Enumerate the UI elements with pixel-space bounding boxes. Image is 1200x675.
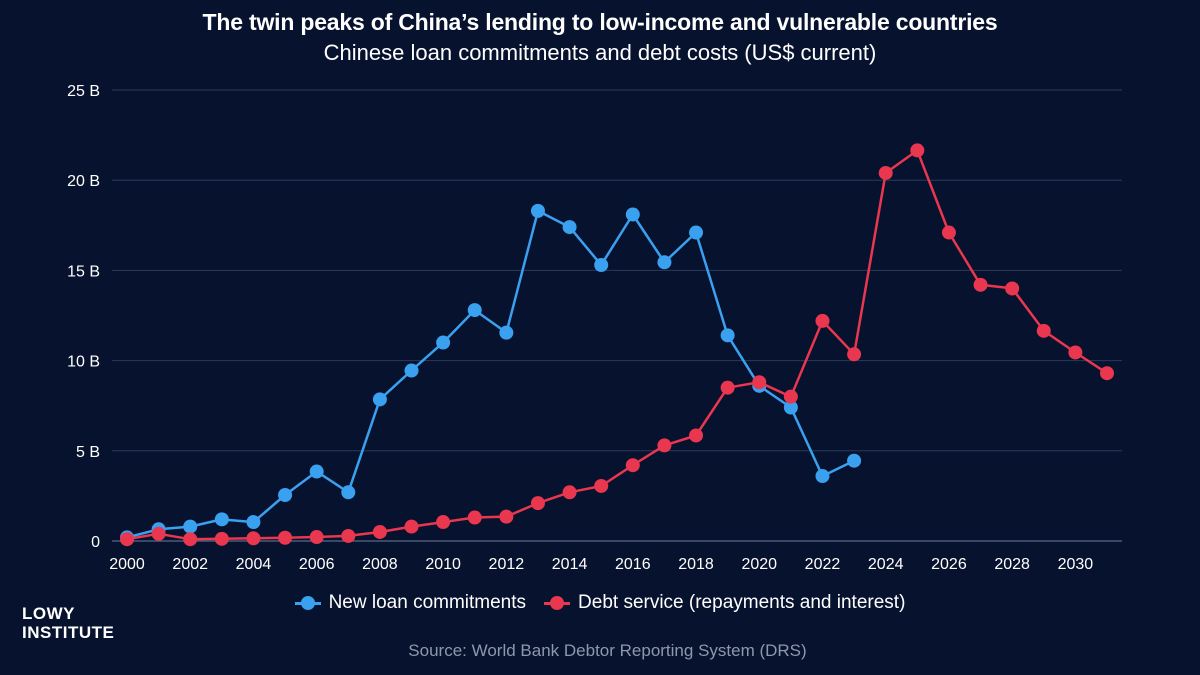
x-tick-label: 2026 — [931, 556, 967, 573]
x-tick-label: 2020 — [741, 556, 777, 573]
y-tick-label: 20 B — [67, 173, 100, 190]
data-point[interactable] — [878, 165, 893, 180]
x-tick-label: 2010 — [425, 556, 461, 573]
series-debt-service — [120, 143, 1114, 547]
data-point[interactable] — [530, 203, 545, 218]
data-point[interactable] — [657, 255, 672, 270]
data-point[interactable] — [1036, 323, 1051, 338]
data-point[interactable] — [120, 532, 134, 547]
x-tick-label: 2018 — [678, 556, 714, 573]
legend-label-debt-service: Debt service (repayments and interest) — [578, 592, 906, 613]
legend-swatch-new-loans — [294, 596, 321, 610]
y-tick-label: 0 — [91, 534, 100, 551]
data-point[interactable] — [278, 487, 293, 502]
grid-lines — [112, 89, 1122, 542]
series-line — [126, 209, 855, 539]
y-tick-label: 10 B — [67, 354, 100, 371]
data-point[interactable] — [372, 392, 387, 407]
data-point[interactable] — [341, 528, 356, 543]
data-point[interactable] — [404, 363, 419, 378]
data-point[interactable] — [689, 428, 704, 443]
data-point[interactable] — [973, 277, 988, 292]
x-tick-label: 2006 — [299, 556, 335, 573]
data-point[interactable] — [436, 515, 451, 530]
legend-item-debt-service[interactable]: Debt service (repayments and interest) — [544, 592, 905, 614]
data-point[interactable] — [847, 347, 862, 362]
data-point[interactable] — [783, 389, 798, 404]
data-point[interactable] — [594, 478, 609, 493]
data-point[interactable] — [372, 524, 387, 539]
x-tick-label: 2004 — [236, 556, 272, 573]
data-point[interactable] — [1005, 281, 1020, 296]
data-point[interactable] — [214, 531, 229, 546]
logo-line-1: LOWY — [22, 604, 75, 623]
series-new-loan-commitments — [120, 203, 862, 545]
x-tick-label: 2014 — [552, 556, 588, 573]
data-point[interactable] — [151, 526, 166, 541]
data-point[interactable] — [941, 225, 956, 240]
data-point[interactable] — [689, 225, 704, 240]
data-point[interactable] — [341, 485, 356, 500]
data-point[interactable] — [467, 510, 482, 525]
data-point[interactable] — [815, 313, 830, 328]
series-line — [126, 149, 1108, 541]
y-tick-label: 25 B — [67, 83, 100, 100]
data-point[interactable] — [404, 519, 419, 534]
data-point[interactable] — [815, 469, 830, 484]
data-point[interactable] — [625, 207, 640, 222]
data-point[interactable] — [910, 143, 925, 158]
x-tick-label: 2022 — [805, 556, 841, 573]
data-point[interactable] — [720, 380, 735, 395]
x-axis-ticks: 2000 2002 2004 2006 2008 2010 2012 2014 2016 2018… — [109, 556, 1093, 573]
x-tick-label: 2024 — [868, 556, 904, 573]
chart-title: The twin peaks of China’s lending to low… — [202, 9, 998, 35]
source-note: Source: World Bank Debtor Reporting Syst… — [408, 641, 807, 660]
data-point[interactable] — [436, 335, 451, 350]
data-point[interactable] — [783, 400, 798, 415]
x-tick-label: 2028 — [994, 556, 1030, 573]
legend-label-new-loans: New loan commitments — [328, 592, 527, 613]
data-point[interactable] — [214, 512, 229, 527]
data-point[interactable] — [499, 509, 514, 524]
data-point[interactable] — [309, 464, 324, 479]
data-point[interactable] — [278, 530, 293, 545]
data-point[interactable] — [246, 515, 261, 530]
x-tick-label: 2000 — [109, 556, 145, 573]
data-point[interactable] — [720, 328, 735, 343]
chart-subtitle: Chinese loan commitments and debt costs … — [323, 40, 877, 65]
y-axis-ticks: 0 5 B 10 B 15 B 20 B 25 B — [67, 83, 100, 551]
legend: New loan commitments Debt service (repay… — [0, 592, 1200, 614]
data-point[interactable] — [530, 496, 545, 511]
y-tick-label: 5 B — [76, 444, 100, 461]
data-point[interactable] — [309, 530, 324, 545]
data-point[interactable] — [594, 257, 609, 272]
y-tick-label: 15 B — [67, 263, 100, 280]
series-layer — [120, 143, 1114, 547]
data-point[interactable] — [562, 220, 577, 235]
data-point[interactable] — [657, 438, 672, 453]
legend-swatch-debt-service — [544, 596, 571, 610]
x-tick-label: 2012 — [489, 556, 525, 573]
data-point[interactable] — [562, 485, 577, 500]
data-point[interactable] — [467, 303, 482, 318]
data-point[interactable] — [1068, 345, 1083, 360]
x-tick-label: 2002 — [172, 556, 208, 573]
data-point[interactable] — [246, 531, 261, 546]
legend-item-new-loans[interactable]: New loan commitments — [294, 592, 527, 614]
data-point[interactable] — [752, 375, 767, 390]
data-point[interactable] — [847, 453, 862, 468]
data-point[interactable] — [625, 458, 640, 473]
data-point[interactable] — [499, 325, 514, 340]
data-point[interactable] — [183, 519, 198, 534]
data-point[interactable] — [1100, 366, 1114, 381]
x-tick-label: 2030 — [1058, 556, 1094, 573]
x-tick-label: 2016 — [615, 556, 651, 573]
x-tick-label: 2008 — [362, 556, 398, 573]
logo-line-2: INSTITUTE — [22, 623, 115, 642]
data-point[interactable] — [183, 532, 198, 547]
lowy-institute-logo: LOWY INSTITUTE — [22, 604, 114, 642]
